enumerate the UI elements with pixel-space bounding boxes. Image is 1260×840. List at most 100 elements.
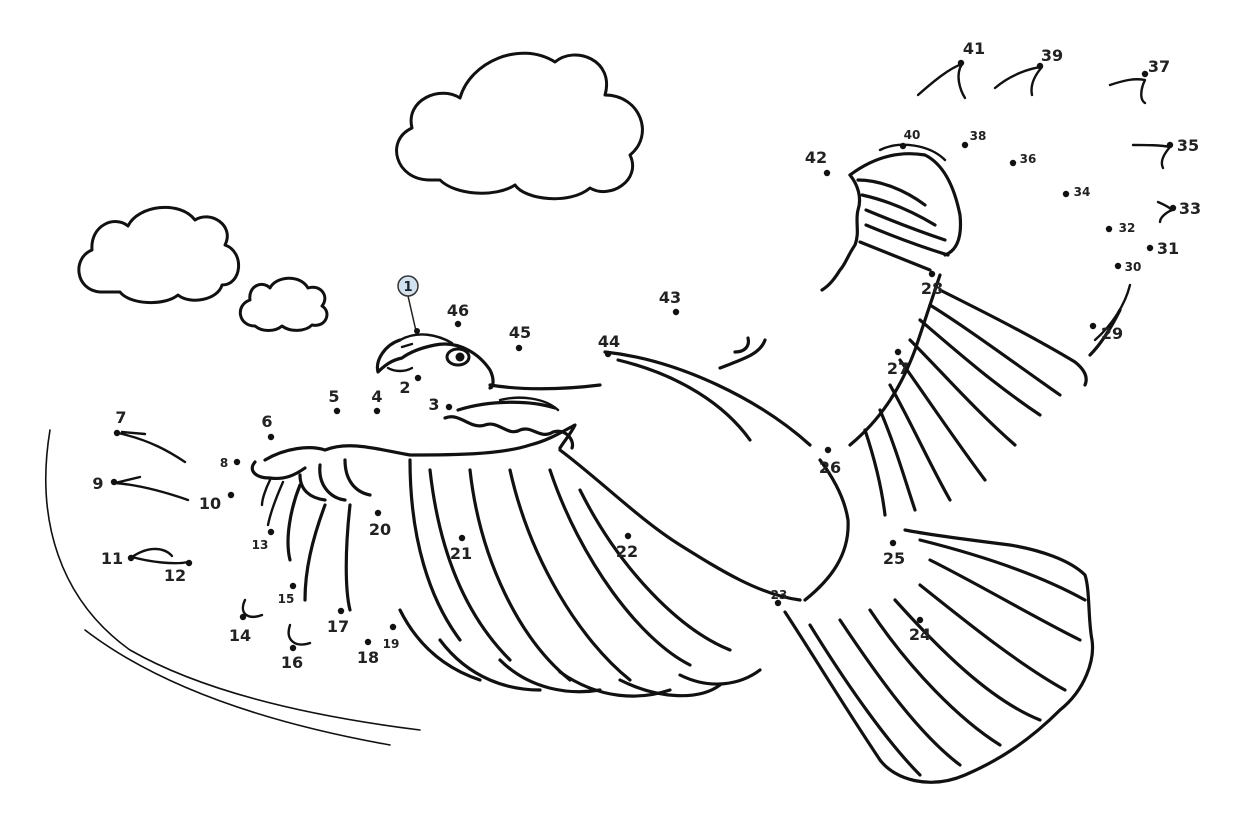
dot-number-label: 14 — [229, 626, 251, 645]
dot-marker — [1166, 141, 1174, 149]
dot-30: 30 — [1114, 260, 1142, 274]
dot-number-label: 2 — [399, 378, 410, 397]
dot-number-label: 19 — [383, 637, 400, 651]
dot-40: 40 — [899, 128, 920, 150]
dot-21: 21 — [450, 534, 472, 563]
dot-marker — [1169, 204, 1177, 212]
dot-number-label: 33 — [1179, 199, 1201, 218]
dot-37: 37 — [1141, 57, 1170, 78]
dot-marker — [454, 320, 462, 328]
eagle-drawing — [45, 62, 1174, 784]
dot-number-label: 27 — [887, 359, 909, 378]
dot-number-label: 29 — [1101, 324, 1123, 343]
dot-marker — [113, 429, 121, 437]
dot-3: 3 — [428, 395, 453, 414]
dot-36: 36 — [1009, 152, 1036, 167]
dot-6: 6 — [261, 412, 275, 441]
dot-marker — [1062, 190, 1070, 198]
dot-31: 31 — [1146, 239, 1179, 258]
dot-number-label: 24 — [909, 625, 931, 644]
dot-29: 29 — [1089, 322, 1123, 343]
dot-8: 8 — [220, 456, 241, 470]
dot-14: 14 — [229, 613, 251, 645]
dot-marker — [185, 559, 193, 567]
dot-number-label: 39 — [1041, 46, 1063, 65]
dot-number-label: 30 — [1125, 260, 1142, 274]
dot-marker — [239, 613, 247, 621]
dot-46: 46 — [447, 301, 469, 328]
dot-28: 28 — [921, 270, 943, 298]
dot-2: 2 — [399, 374, 422, 397]
cloud-small — [239, 276, 329, 332]
dot-number-label: 44 — [598, 332, 620, 351]
dot-19: 19 — [383, 623, 400, 651]
dot-number-label: 22 — [616, 542, 638, 561]
dot-marker — [373, 407, 381, 415]
dot-number-label: 3 — [428, 395, 439, 414]
dot-marker — [1141, 70, 1149, 78]
dot-25: 25 — [883, 539, 905, 568]
dot-number-label: 7 — [115, 408, 126, 427]
dot-44: 44 — [598, 332, 620, 358]
dot-marker — [389, 623, 397, 631]
dot-marker — [337, 607, 345, 615]
dot-number-label: 9 — [92, 474, 103, 493]
dot-33: 33 — [1169, 199, 1201, 218]
dot-45: 45 — [509, 323, 531, 352]
eagle-right-wing — [848, 273, 942, 447]
dot-marker — [110, 478, 118, 486]
dot-marker — [289, 644, 297, 652]
dot-marker — [267, 433, 275, 441]
dot-number-label: 32 — [1119, 221, 1136, 235]
dot-marker — [458, 534, 466, 542]
dot-number-label: 35 — [1177, 136, 1199, 155]
dot-number-label: 15 — [278, 592, 295, 606]
dot-number-label: 42 — [805, 148, 827, 167]
dot-4: 4 — [371, 387, 383, 415]
eagle-head — [375, 338, 495, 390]
dot-11: 11 — [101, 549, 135, 568]
dot-marker — [916, 616, 924, 624]
dot-32: 32 — [1105, 221, 1136, 235]
dot-number-label: 21 — [450, 544, 472, 563]
dot-marker — [1036, 62, 1044, 70]
dot-23: 23 — [771, 588, 788, 607]
dot-number-label: 6 — [261, 412, 272, 431]
dot-number-label: 18 — [357, 648, 379, 667]
dot-number-label: 41 — [963, 39, 985, 58]
dot-marker — [928, 270, 936, 278]
dot-number-label: 23 — [771, 588, 788, 602]
dot-marker — [1146, 244, 1154, 252]
dot-marker — [894, 348, 902, 356]
dot-marker — [267, 528, 275, 536]
clouds — [77, 51, 644, 332]
dot-marker — [515, 344, 523, 352]
dot-39: 39 — [1036, 46, 1063, 70]
dot-marker — [127, 554, 135, 562]
eagle-left-wing — [263, 423, 577, 462]
dot-18: 18 — [357, 638, 379, 667]
cloud-medium — [77, 205, 241, 305]
start-marker: 1 — [397, 275, 420, 334]
dot-number-label: 28 — [921, 279, 943, 298]
dot-number-label: 26 — [819, 458, 841, 477]
dot-5: 5 — [328, 387, 341, 415]
dot-marker — [333, 407, 341, 415]
dot-marker — [624, 532, 632, 540]
dot-marker — [289, 582, 297, 590]
dot-marker — [672, 308, 680, 316]
dot-marker — [824, 446, 832, 454]
dot-number-label: 34 — [1074, 185, 1091, 199]
dot-number-label: 16 — [281, 653, 303, 672]
dot-marker — [374, 509, 382, 517]
dot-9: 9 — [92, 474, 118, 493]
dot-number-label: 38 — [970, 129, 987, 143]
dot-number-label: 11 — [101, 549, 123, 568]
dot-number-label: 12 — [164, 566, 186, 585]
dot-24: 24 — [909, 616, 931, 644]
dot-12: 12 — [164, 559, 193, 585]
dot-marker — [823, 169, 831, 177]
dot-marker — [1089, 322, 1097, 330]
